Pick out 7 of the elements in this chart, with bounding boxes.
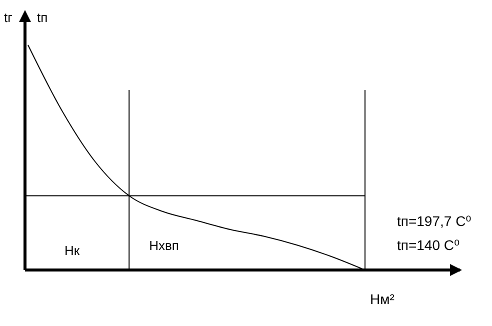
y-axis-title: tг [4, 10, 13, 25]
annotation: Нхвп [149, 238, 179, 253]
x-axis-title: Нм² [370, 291, 395, 307]
text: tп=197,7 С⁰ [397, 213, 472, 229]
text: tп=140 С⁰ [397, 237, 460, 253]
annotation: Нк [64, 243, 80, 258]
text: tп [37, 10, 48, 25]
